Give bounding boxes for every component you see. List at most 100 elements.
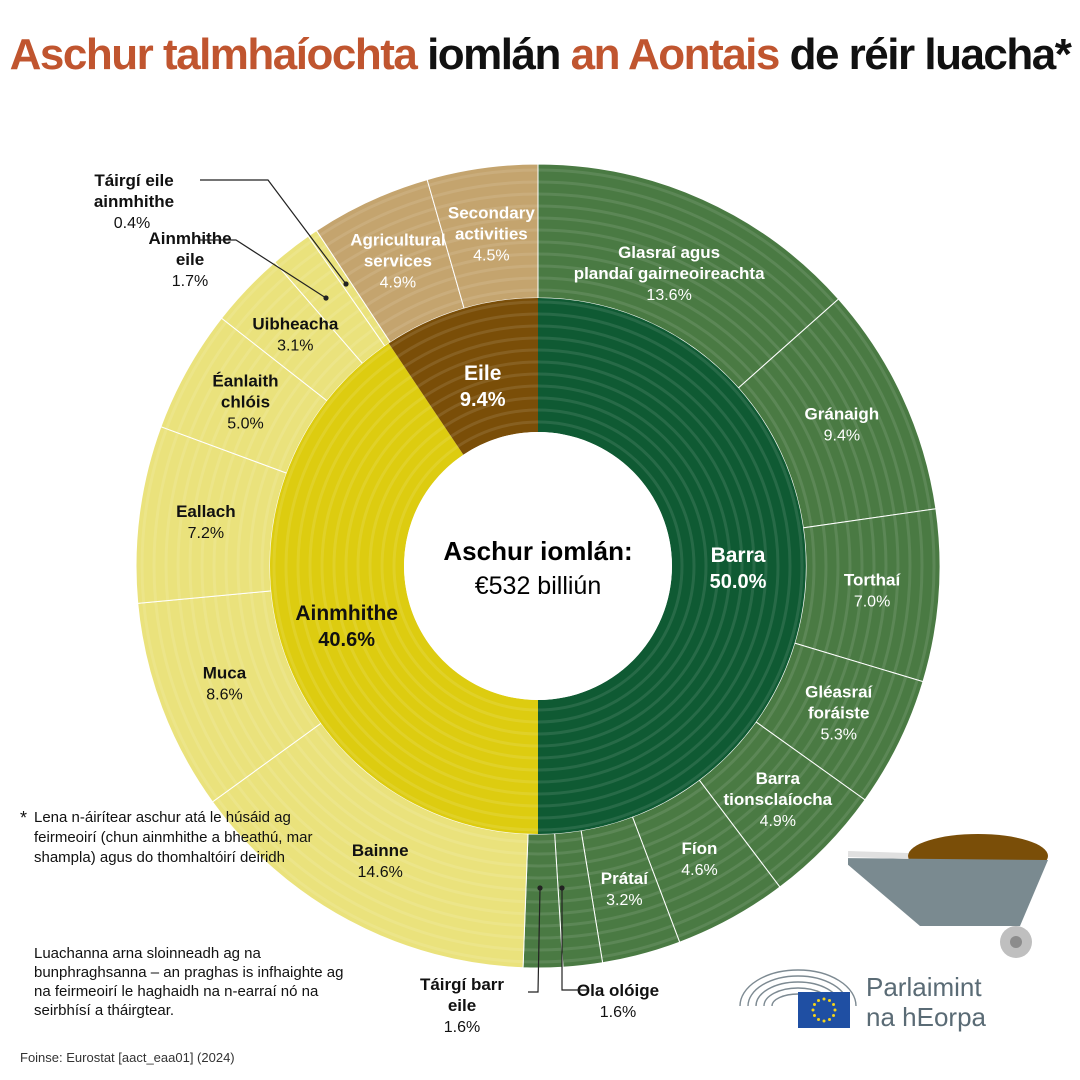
flag-star (828, 1018, 831, 1022)
outer-value-granaigh: 9.4% (824, 427, 860, 444)
outer-label-tairgi-eile-ainmhithe-line1: ainmhithe (94, 192, 174, 211)
outer-ring (135, 163, 941, 969)
outer-value-muca: 8.6% (206, 687, 242, 704)
center-total: €532 billiún (475, 572, 602, 600)
flag-star (832, 1014, 836, 1017)
outer-value-barra-tionsclaiocha: 4.9% (760, 813, 796, 830)
texture-ring (176, 204, 900, 928)
leader-line-ola-oloige (561, 888, 588, 991)
outer-label-granaigh: Gránaigh (805, 404, 880, 423)
texture-ring (356, 384, 720, 748)
parliament-hemicycle-icon (739, 969, 857, 1028)
texture-ring (188, 216, 888, 916)
texture-ring (380, 408, 696, 724)
texture-ring (224, 252, 852, 880)
texture-ring (332, 360, 744, 772)
leader-line-tairgi-eile-ainmhithe (200, 179, 347, 285)
texture-ring (200, 228, 876, 904)
texture-ring (368, 396, 708, 736)
outer-label-bainne: Bainne (352, 841, 409, 860)
texture-ring (320, 348, 756, 784)
logo-name-line2: na hEorpa (866, 1002, 986, 1032)
outer-value-agricultural-services: 4.9% (380, 275, 416, 292)
outer-value-glasrai-agus-plandai-gairneoireachta: 13.6% (646, 287, 691, 304)
leader-line-tairgi-barr-eile (528, 887, 541, 993)
texture-ring (296, 324, 780, 808)
inner-label-barra: Barra (711, 544, 766, 567)
outer-label-tairgi-barr-eile-line1: eile (448, 996, 476, 1015)
flag-star (822, 997, 826, 1001)
footnote-text: Lena n-áirítear aschur atá le húsáid ag … (34, 809, 313, 866)
flag-star (832, 1003, 836, 1006)
outer-label-glasrai-agus-plandai-gairneoireachta-line1: plandaí gairneoireachta (574, 264, 765, 283)
outer-label-fion: Fíon (682, 839, 718, 858)
outer-label-torthai: Torthaí (844, 570, 902, 589)
inner-label-ainmhithe: Ainmhithe (295, 602, 398, 625)
outer-label-barra-tionsclaiocha-line1: tionsclaíocha (723, 790, 832, 809)
leader-dot (323, 295, 329, 301)
texture-ring (308, 336, 768, 796)
outer-value-ainmhithe-eile: 1.7% (172, 273, 208, 290)
flag-star (817, 998, 820, 1002)
inner-value-eile: 9.4% (460, 389, 506, 411)
chart-labels: Barra 50.0% Ainmhithe 40.6% Eile 9.4% Glasraí … (94, 171, 902, 1036)
outer-label-barra-tionsclaiocha: Barra (756, 769, 801, 788)
inner-value-barra: 50.0% (710, 571, 767, 593)
outer-label-ainmhithe-eile: Ainmhithe (148, 229, 231, 248)
outer-value-tairgi-barr-eile: 1.6% (444, 1019, 480, 1036)
inner-slice-ainmhithe (270, 343, 538, 834)
outer-label-glasrai-agus-plandai-gairneoireachta: Glasraí agus (618, 243, 720, 262)
center-title: Aschur iomlán: (443, 536, 632, 566)
flag-star (817, 1018, 820, 1022)
eu-flag-icon (798, 992, 850, 1028)
inner-label-eile: Eile (464, 362, 501, 385)
title-part-1: iomlán (427, 30, 571, 79)
leader-dot (559, 885, 565, 891)
flag-star (812, 1003, 816, 1006)
outer-value-eanlaith-chlois: 5.0% (227, 416, 263, 433)
outer-label-gleasrai-foraiste: Gléasraí (805, 683, 873, 702)
footnote: * Lena n-áirítear aschur atá le húsáid a… (20, 808, 320, 868)
outer-label-tairgi-barr-eile: Táirgí barr (420, 975, 504, 994)
outer-label-ola-oloige: Ola olóige (577, 981, 659, 1000)
outer-label-ainmhithe-eile-line1: eile (176, 250, 204, 269)
logo-name-line1: Parlaimint (866, 972, 982, 1002)
outer-label-secondary-activities: Secondary (448, 203, 535, 222)
title-part-2: an Aontais (570, 30, 790, 79)
texture-ring (260, 288, 816, 844)
texture-ring (344, 372, 732, 760)
outer-label-uibheacha: Uibheacha (252, 315, 339, 334)
flag-star (812, 1014, 816, 1017)
outer-label-eanlaith-chlois-line1: chlóis (221, 393, 270, 412)
texture-ring (236, 264, 840, 868)
outer-value-uibheacha: 3.1% (277, 338, 313, 355)
outer-label-pratai: Prátaí (601, 869, 650, 888)
texture-ring (152, 180, 924, 952)
inner-slice-eile (388, 298, 538, 455)
outer-value-tairgi-eile-ainmhithe: 0.4% (114, 215, 150, 232)
flag-star (828, 998, 831, 1002)
wheelbarrow-icon (848, 834, 1048, 958)
texture-ring (272, 300, 804, 832)
outer-label-agricultural-services-line1: services (364, 252, 432, 271)
outer-label-eanlaith-chlois: Éanlaith (212, 372, 278, 391)
flag-star (833, 1008, 837, 1012)
leader-dot (343, 281, 349, 287)
outer-label-gleasrai-foraiste-line1: foráiste (808, 704, 869, 723)
chart-title: Aschur talmhaíochta iomlán an Aontais de… (0, 30, 1080, 80)
outer-value-secondary-activities: 4.5% (473, 247, 509, 264)
outer-value-torthai: 7.0% (854, 593, 890, 610)
texture-ring (248, 276, 828, 856)
ring-texture (140, 168, 936, 964)
texture-ring (392, 420, 684, 712)
inner-value-ainmhithe: 40.6% (318, 629, 375, 651)
prices-note: Luachanna arna sloinneadh ag na bunphrag… (34, 945, 344, 1019)
flag-star (811, 1008, 815, 1012)
outer-value-fion: 4.6% (681, 862, 717, 879)
outer-value-ola-oloige: 1.6% (600, 1004, 636, 1021)
flag-star (822, 1019, 826, 1023)
outer-label-tairgi-eile-ainmhithe: Táirgí eile (94, 171, 173, 190)
outer-value-bainne: 14.6% (358, 864, 403, 881)
outer-value-gleasrai-foraiste: 5.3% (820, 727, 856, 744)
